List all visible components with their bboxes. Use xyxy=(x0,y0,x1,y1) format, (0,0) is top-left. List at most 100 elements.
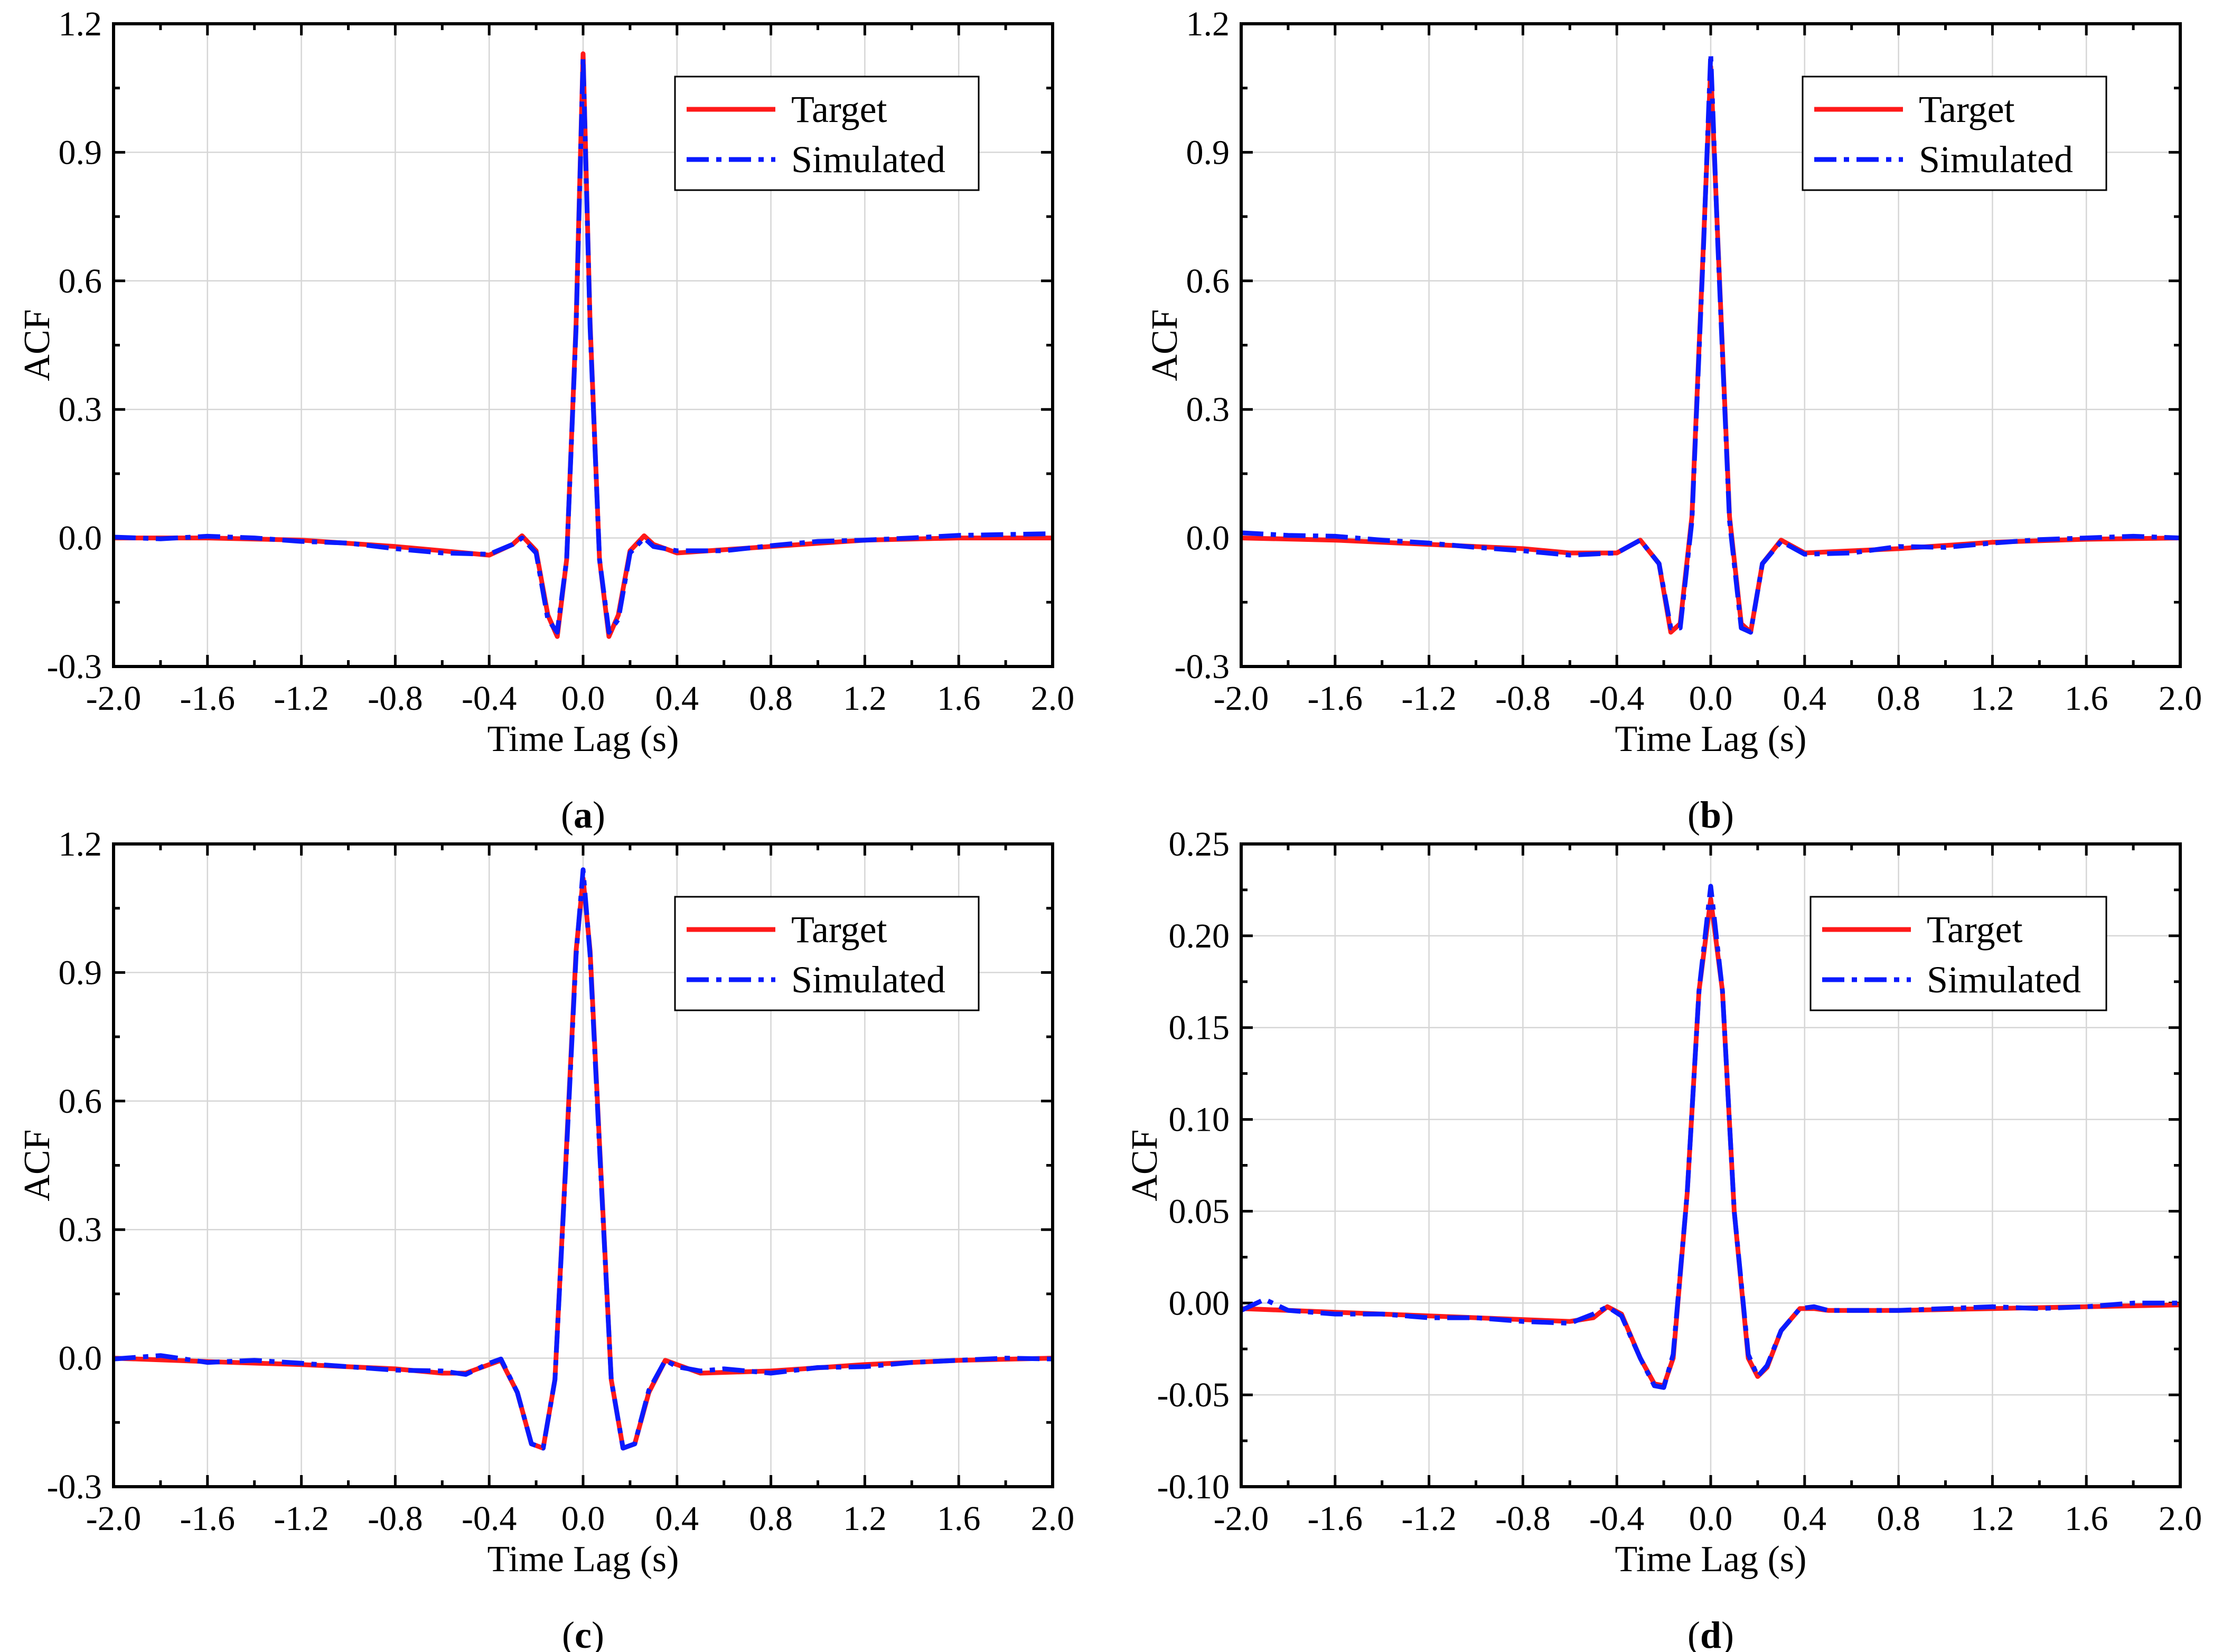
legend-label-target: Target xyxy=(1919,88,2015,130)
simulated-series-line xyxy=(1240,884,2180,1390)
plot-frame xyxy=(112,22,1054,668)
caption-close-paren: ) xyxy=(1721,794,1734,836)
y-tick-label: 0.0 xyxy=(59,1339,102,1378)
legend: Target Simulated xyxy=(674,896,980,1011)
panel-caption: (d) xyxy=(1687,1614,1734,1652)
panel-caption: (c) xyxy=(562,1614,604,1652)
y-axis-title: ACF xyxy=(17,1129,58,1201)
x-tick-label: 2.0 xyxy=(1031,679,1075,718)
x-tick-label: -0.4 xyxy=(462,679,517,718)
simulated-series-line xyxy=(1241,51,2181,635)
y-tick-label: 1.2 xyxy=(59,825,102,863)
x-tick-label: -2.0 xyxy=(86,679,141,718)
legend-label-simulated: Simulated xyxy=(1927,959,2081,1001)
legend-box xyxy=(1802,76,2107,191)
panel-c: -2.0 -1.6 -1.2 -0.8 -0.4 0.0 0.4 0.8 1.2 1.6 2.0 -0… xyxy=(17,825,1074,1652)
x-tick-label: -1.6 xyxy=(1308,1499,1363,1538)
x-tick-label: 1.2 xyxy=(843,1499,887,1538)
y-tick-label: 0.05 xyxy=(1169,1192,1230,1231)
legend-label-target: Target xyxy=(791,908,887,951)
y-tick-label: -0.3 xyxy=(1175,647,1230,686)
x-tick-label: -0.4 xyxy=(462,1499,517,1538)
caption-letter: b xyxy=(1700,794,1721,836)
caption-letter: d xyxy=(1700,1614,1721,1652)
x-tick-label: 0.8 xyxy=(749,679,793,718)
x-tick-label: -0.8 xyxy=(368,1499,423,1538)
panel-caption: (a) xyxy=(561,794,605,836)
x-tick-label: 0.8 xyxy=(749,1499,793,1538)
x-tick-label: -1.6 xyxy=(1308,679,1363,718)
legend-box xyxy=(674,896,980,1011)
y-tick-label: 0.6 xyxy=(1186,262,1230,301)
y-tick-label: -0.3 xyxy=(47,647,102,686)
x-axis-title: Time Lag (s) xyxy=(487,719,679,759)
x-tick-label: -0.4 xyxy=(1589,679,1644,718)
y-tick-label: 0.20 xyxy=(1169,917,1230,955)
x-tick-label: -0.8 xyxy=(368,679,423,718)
caption-open-paren: ( xyxy=(561,794,574,836)
x-tick-label: -1.2 xyxy=(1401,679,1456,718)
x-tick-label: -1.2 xyxy=(1401,1499,1456,1538)
x-tick-label: -1.6 xyxy=(180,1499,235,1538)
y-tick-label: -0.05 xyxy=(1157,1376,1230,1414)
y-tick-label: 0.15 xyxy=(1169,1009,1230,1047)
x-tick-label: 0.0 xyxy=(1689,1499,1733,1538)
y-tick-label: 0.3 xyxy=(1186,390,1230,429)
y-tick-label: 0.0 xyxy=(1186,519,1230,558)
y-axis-title: ACF xyxy=(17,309,58,381)
y-tick-label: 0.10 xyxy=(1169,1101,1230,1139)
x-tick-label: 1.6 xyxy=(937,1499,981,1538)
y-tick-label: 0.9 xyxy=(59,133,102,172)
y-tick-label: 1.2 xyxy=(59,5,102,43)
x-tick-label: 1.2 xyxy=(843,679,887,718)
x-tick-label: 0.0 xyxy=(1689,679,1733,718)
y-tick-label: 0.3 xyxy=(59,1210,102,1249)
x-tick-label: 1.6 xyxy=(2065,679,2108,718)
x-tick-label: -1.2 xyxy=(274,679,329,718)
y-tick-label: 0.9 xyxy=(1186,133,1230,172)
x-tick-label: 1.6 xyxy=(937,679,981,718)
simulated-series-line xyxy=(113,55,1053,635)
x-axis-title: Time Lag (s) xyxy=(1615,1539,1807,1580)
x-tick-label: -0.4 xyxy=(1589,1499,1644,1538)
y-tick-label: 1.2 xyxy=(1186,5,1230,43)
x-tick-label: 0.8 xyxy=(1877,679,1920,718)
x-tick-label: -2.0 xyxy=(86,1499,141,1538)
x-tick-label: 0.4 xyxy=(655,1499,699,1538)
panel-caption: (b) xyxy=(1687,794,1734,836)
x-tick-label: 0.8 xyxy=(1877,1499,1920,1538)
x-tick-label: 1.6 xyxy=(2065,1499,2108,1538)
y-tick-label: 0.6 xyxy=(59,1082,102,1121)
y-axis-title: ACF xyxy=(1145,309,1185,381)
panel-a: -2.0 -1.6 -1.2 -0.8 -0.4 0.0 0.4 0.8 1.2 1.6 2.0 -0… xyxy=(17,5,1074,836)
legend: Target Simulated xyxy=(1809,896,2107,1011)
x-tick-label: -0.8 xyxy=(1495,679,1550,718)
y-tick-label: 0.0 xyxy=(59,519,102,558)
caption-close-paren: ) xyxy=(593,794,605,836)
caption-letter: a xyxy=(574,794,593,836)
legend-label-target: Target xyxy=(1927,908,2023,951)
x-tick-label: -2.0 xyxy=(1214,679,1269,718)
legend-label-simulated: Simulated xyxy=(791,959,945,1001)
y-axis-title: ACF xyxy=(1124,1129,1165,1201)
x-tick-label: 0.4 xyxy=(1783,1499,1827,1538)
x-tick-label: 1.2 xyxy=(1971,679,2014,718)
legend-label-target: Target xyxy=(791,88,887,130)
plot-frame xyxy=(1240,22,2182,668)
y-tick-label: -0.3 xyxy=(47,1468,102,1506)
legend-label-simulated: Simulated xyxy=(791,138,945,181)
y-tick-label: 0.9 xyxy=(59,953,102,992)
panel-d: -2.0 -1.6 -1.2 -0.8 -0.4 0.0 0.4 0.8 1.2 1.6 2.0 -0… xyxy=(1124,825,2202,1652)
x-tick-label: -1.6 xyxy=(180,679,235,718)
x-tick-label: -1.2 xyxy=(274,1499,329,1538)
caption-open-paren: ( xyxy=(1687,794,1700,836)
plot-frame xyxy=(112,842,1054,1488)
caption-open-paren: ( xyxy=(1687,1614,1700,1652)
simulated-series-line xyxy=(113,867,1053,1451)
caption-close-paren: ) xyxy=(1721,1614,1734,1652)
caption-open-paren: ( xyxy=(562,1614,575,1652)
x-tick-label: 2.0 xyxy=(1031,1499,1075,1538)
caption-letter: c xyxy=(575,1614,592,1652)
y-tick-label: 0.3 xyxy=(59,390,102,429)
